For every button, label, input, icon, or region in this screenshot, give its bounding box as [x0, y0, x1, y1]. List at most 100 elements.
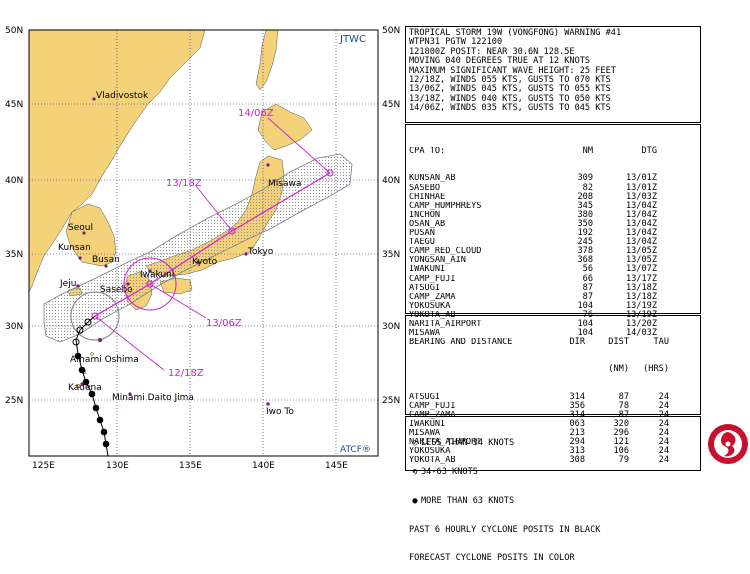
cpa-distance: 87 [582, 282, 593, 293]
wave-height-line: MAXIMUM SIGNIFICANT WAVE HEIGHT: 25 FEET [409, 65, 616, 76]
cpa-row: CAMP_ZAMA 87 13/18Z [409, 291, 697, 302]
lat-label-30n-left: 30N [5, 322, 23, 332]
legend-note-forecast: FORECAST CYCLONE POSITS IN COLOR [409, 553, 575, 564]
cpa-station-name: NARITA_AIRPORT [409, 319, 482, 329]
bearing-dir: 356 [569, 400, 585, 411]
open-circle-icon: ○ [412, 438, 418, 449]
cpa-station-name: CAMP_RED_CLOUD [409, 247, 482, 257]
cpa-distance: 380 [577, 209, 593, 220]
bearing-row: CAMP_ZAMA 314 87 24 [409, 409, 697, 420]
cpa-row: PUSAN 192 13/04Z [409, 228, 697, 239]
bearing-tau: 24 [658, 400, 669, 411]
lat-label-45n-left: 45N [5, 100, 23, 110]
tropical-storm-symbol-icon: ໑ [412, 466, 418, 477]
bearing-station-name: NARITA_AIRPORT [409, 438, 482, 448]
forecast-wind-line: 13/06Z, WINDS 045 KTS, GUSTS TO 055 KTS [409, 84, 611, 95]
forecast-wind-line: 13/18Z, WINDS 040 KTS, GUSTS TO 050 KTS [409, 93, 611, 104]
lat-label-35n-left: 35N [5, 250, 23, 260]
forecast-wind-line: 14/06Z, WINDS 035 KTS, GUSTS TO 045 KTS [409, 103, 611, 114]
cpa-row: INCHON 380 13/04Z [409, 209, 697, 220]
cpa-row: KUNSAN_AB 309 13/01Z [409, 174, 697, 183]
map-frame [28, 29, 379, 457]
bearing-row: YOKOSUKA 313 106 24 [409, 447, 697, 456]
cpa-distance: 104 [577, 318, 593, 329]
cpa-dtg: 13/17Z [625, 273, 657, 284]
place-label-busan: Busan [92, 255, 120, 265]
bearing-station-name: IWAKUNI [409, 420, 446, 430]
lat-label-40n-left: 40N [5, 176, 23, 186]
lat-label-50n-right: 50N [382, 26, 400, 36]
legend-row-strong: ● MORE THAN 63 KNOTS [409, 495, 697, 507]
wmo-header: WTPN31 PGTW 122100 [409, 37, 503, 48]
warning-title: TROPICAL STORM 19W (VONGFONG) WARNING #4… [409, 28, 622, 38]
cpa-row: CAMP_FUJI 66 13/17Z [409, 273, 697, 284]
cpa-row: TAEGU 245 13/04Z [409, 238, 697, 247]
cpa-dtg: 14/03Z [625, 328, 657, 339]
bearing-dist: 121 [613, 437, 629, 448]
cpa-distance: 87 [582, 291, 593, 302]
korea-landmass [65, 203, 117, 267]
lon-label-130e: 130E [106, 461, 129, 471]
legend-text-weak: LESS THAN 34 KNOTS [421, 438, 515, 449]
mainland-landmass [29, 30, 206, 293]
bearing-row: IWAKUNI 063 320 24 [409, 419, 697, 430]
cpa-row: CAMP_RED_CLOUD 378 13/05Z [409, 247, 697, 256]
place-label-sasebo: Sasebo [100, 285, 133, 295]
bearing-dir: 063 [569, 419, 585, 430]
cpa-station-name: YONGSAN_AIN [409, 256, 466, 266]
cpa-distance: 104 [577, 300, 593, 311]
bearing-row: CAMP_FUJI 356 78 24 [409, 400, 697, 411]
bearing-station-name: YOKOTA_AB [409, 456, 456, 466]
bearing-header-row: BEARING AND DISTANCE DIR DIST TAU [409, 338, 697, 347]
bearing-dist: 320 [613, 419, 629, 430]
cpa-distance: 309 [577, 173, 593, 184]
cpa-header-name: CPA TO: [409, 147, 446, 157]
cpa-dtg: 13/04Z [625, 237, 657, 248]
cpa-dtg: 13/01Z [625, 182, 657, 193]
cpa-station-name: PUSAN [409, 229, 435, 239]
cpa-dtg: 13/03Z [625, 191, 657, 202]
cpa-distance: 345 [577, 200, 593, 211]
bearing-dist: 87 [618, 409, 629, 420]
forecast-label-1318: 13/18Z [166, 178, 202, 189]
bearing-row: MISAWA 213 296 24 [409, 429, 697, 438]
bearing-dir: 294 [569, 437, 585, 448]
bearing-tau: 24 [658, 455, 669, 466]
lat-label-50n-left: 50N [5, 26, 23, 36]
cpa-distance: 192 [577, 228, 593, 239]
cpa-row: IWAKUNI 56 13/07Z [409, 265, 697, 274]
bearing-dist: 78 [618, 400, 629, 411]
place-label-iwakuni: Iwakuni [140, 270, 174, 280]
lon-label-135e: 135E [179, 461, 202, 471]
cpa-distance: 76 [582, 309, 593, 320]
cpa-table: CPA TO: NM DTG KUNSAN_AB 309 13/01Z SASEBO 8… [405, 124, 701, 338]
cpa-station-name: CHINHAE [409, 192, 446, 202]
bearing-header-name: BEARING AND DISTANCE [409, 338, 513, 348]
bearing-station-name: CAMP_FUJI [409, 401, 456, 411]
lat-label-30n-right: 30N [382, 322, 400, 332]
cpa-dtg: 13/18Z [625, 282, 657, 293]
cpa-station-name: CAMP_FUJI [409, 274, 456, 284]
legend-note-past: PAST 6 HOURLY CYCLONE POSITS IN BLACK [409, 524, 601, 535]
place-label-amami: Amami Oshima [70, 355, 139, 365]
bearing-subheader-nm: (NM) [608, 364, 629, 375]
cpa-station-name: KUNSAN_AB [409, 174, 456, 184]
cpa-distance: 368 [577, 255, 593, 266]
typhoon-symbol-icon: ● [412, 495, 418, 506]
forecast-label-1306: 13/06Z [206, 318, 242, 329]
cpa-distance: 82 [582, 182, 593, 193]
track-map: Vladivostok Misawa Seoul Kunsan Busan Je… [0, 0, 400, 490]
cpa-header-dtg: DTG [641, 146, 657, 157]
position-line: 121800Z POSIT: NEAR 30.6N 128.5E [409, 46, 575, 57]
cpa-distance: 56 [582, 264, 593, 275]
legend-row-mid: ໑ 34-63 KNOTS [409, 466, 697, 478]
cpa-dtg: 13/19Z [625, 309, 657, 320]
hokkaido-landmass [257, 103, 313, 151]
place-label-vladivostok: Vladivostok [96, 91, 149, 101]
bearing-row: NARITA_AIRPORT 294 121 24 [409, 438, 697, 447]
cpa-dtg: 13/04Z [625, 228, 657, 239]
cpa-station-name: INCHON [409, 210, 441, 220]
cpa-dtg: 13/19Z [625, 300, 657, 311]
cpa-station-name: CAMP_ZAMA [409, 292, 456, 302]
place-label-tokyo: Tokyo [247, 247, 274, 257]
